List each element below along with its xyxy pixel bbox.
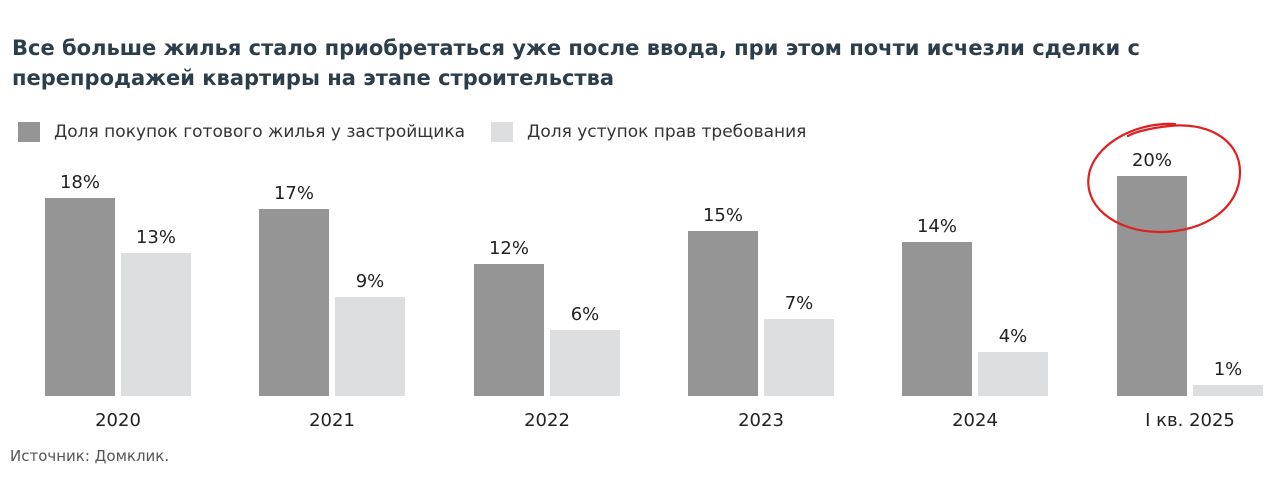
data-label-series2-0: 13% (136, 227, 176, 248)
data-label-series2-4: 4% (999, 326, 1028, 347)
data-label-series2-1: 9% (356, 271, 385, 292)
bar-series1-3 (688, 231, 758, 396)
bar-series1-1 (259, 209, 329, 396)
bar-series2-1 (335, 297, 405, 396)
bar-series1-0 (45, 198, 115, 396)
bar-series2-2 (550, 330, 620, 396)
x-tick-label-4: 2024 (952, 410, 998, 431)
bar-series2-0 (121, 253, 191, 396)
data-label-series2-5: 1% (1214, 359, 1243, 380)
data-label-series1-5: 20% (1132, 150, 1172, 171)
legend-swatch-assignments (491, 122, 514, 142)
legend-item-ready-housing: Доля покупок готового жилья у застройщик… (18, 122, 465, 142)
x-tick-label-3: 2023 (738, 410, 784, 431)
data-label-series1-1: 17% (274, 183, 314, 204)
bar-series1-5 (1117, 176, 1187, 396)
annotation-circle (1087, 122, 1242, 234)
bar-series2-5 (1193, 385, 1263, 396)
legend-label-assignments: Доля уступок прав требования (527, 122, 807, 142)
data-label-series1-3: 15% (703, 205, 743, 226)
source-note: Источник: Домклик. (10, 447, 170, 465)
data-label-series2-2: 6% (571, 304, 600, 325)
data-label-series1-2: 12% (489, 238, 529, 259)
data-label-series1-4: 14% (917, 216, 957, 237)
data-label-series1-0: 18% (60, 172, 100, 193)
bar-series1-4 (902, 242, 972, 396)
data-label-series2-3: 7% (785, 293, 814, 314)
chart-legend: Доля покупок готового жилья у застройщик… (18, 119, 832, 145)
bar-chart: 18% 17% 12% 15% 14% 20% 13% 9% 6% 7% 4% 1% 2020 2021 2… (45, 122, 1263, 431)
x-tick-label-2: 2022 (524, 410, 570, 431)
bar-series2-4 (978, 352, 1048, 396)
x-tick-label-0: 2020 (95, 410, 141, 431)
bar-series2-3 (764, 319, 834, 396)
legend-swatch-ready-housing (18, 122, 40, 142)
legend-label-ready-housing: Доля покупок готового жилья у застройщик… (54, 122, 466, 142)
chart-title: Все больше жилья стало приобретаться уже… (12, 36, 1140, 90)
x-tick-label-1: 2021 (309, 410, 355, 431)
x-tick-label-5: I кв. 2025 (1145, 410, 1235, 431)
legend-item-assignments: Доля уступок прав требования (491, 122, 806, 142)
bar-series1-2 (474, 264, 544, 396)
